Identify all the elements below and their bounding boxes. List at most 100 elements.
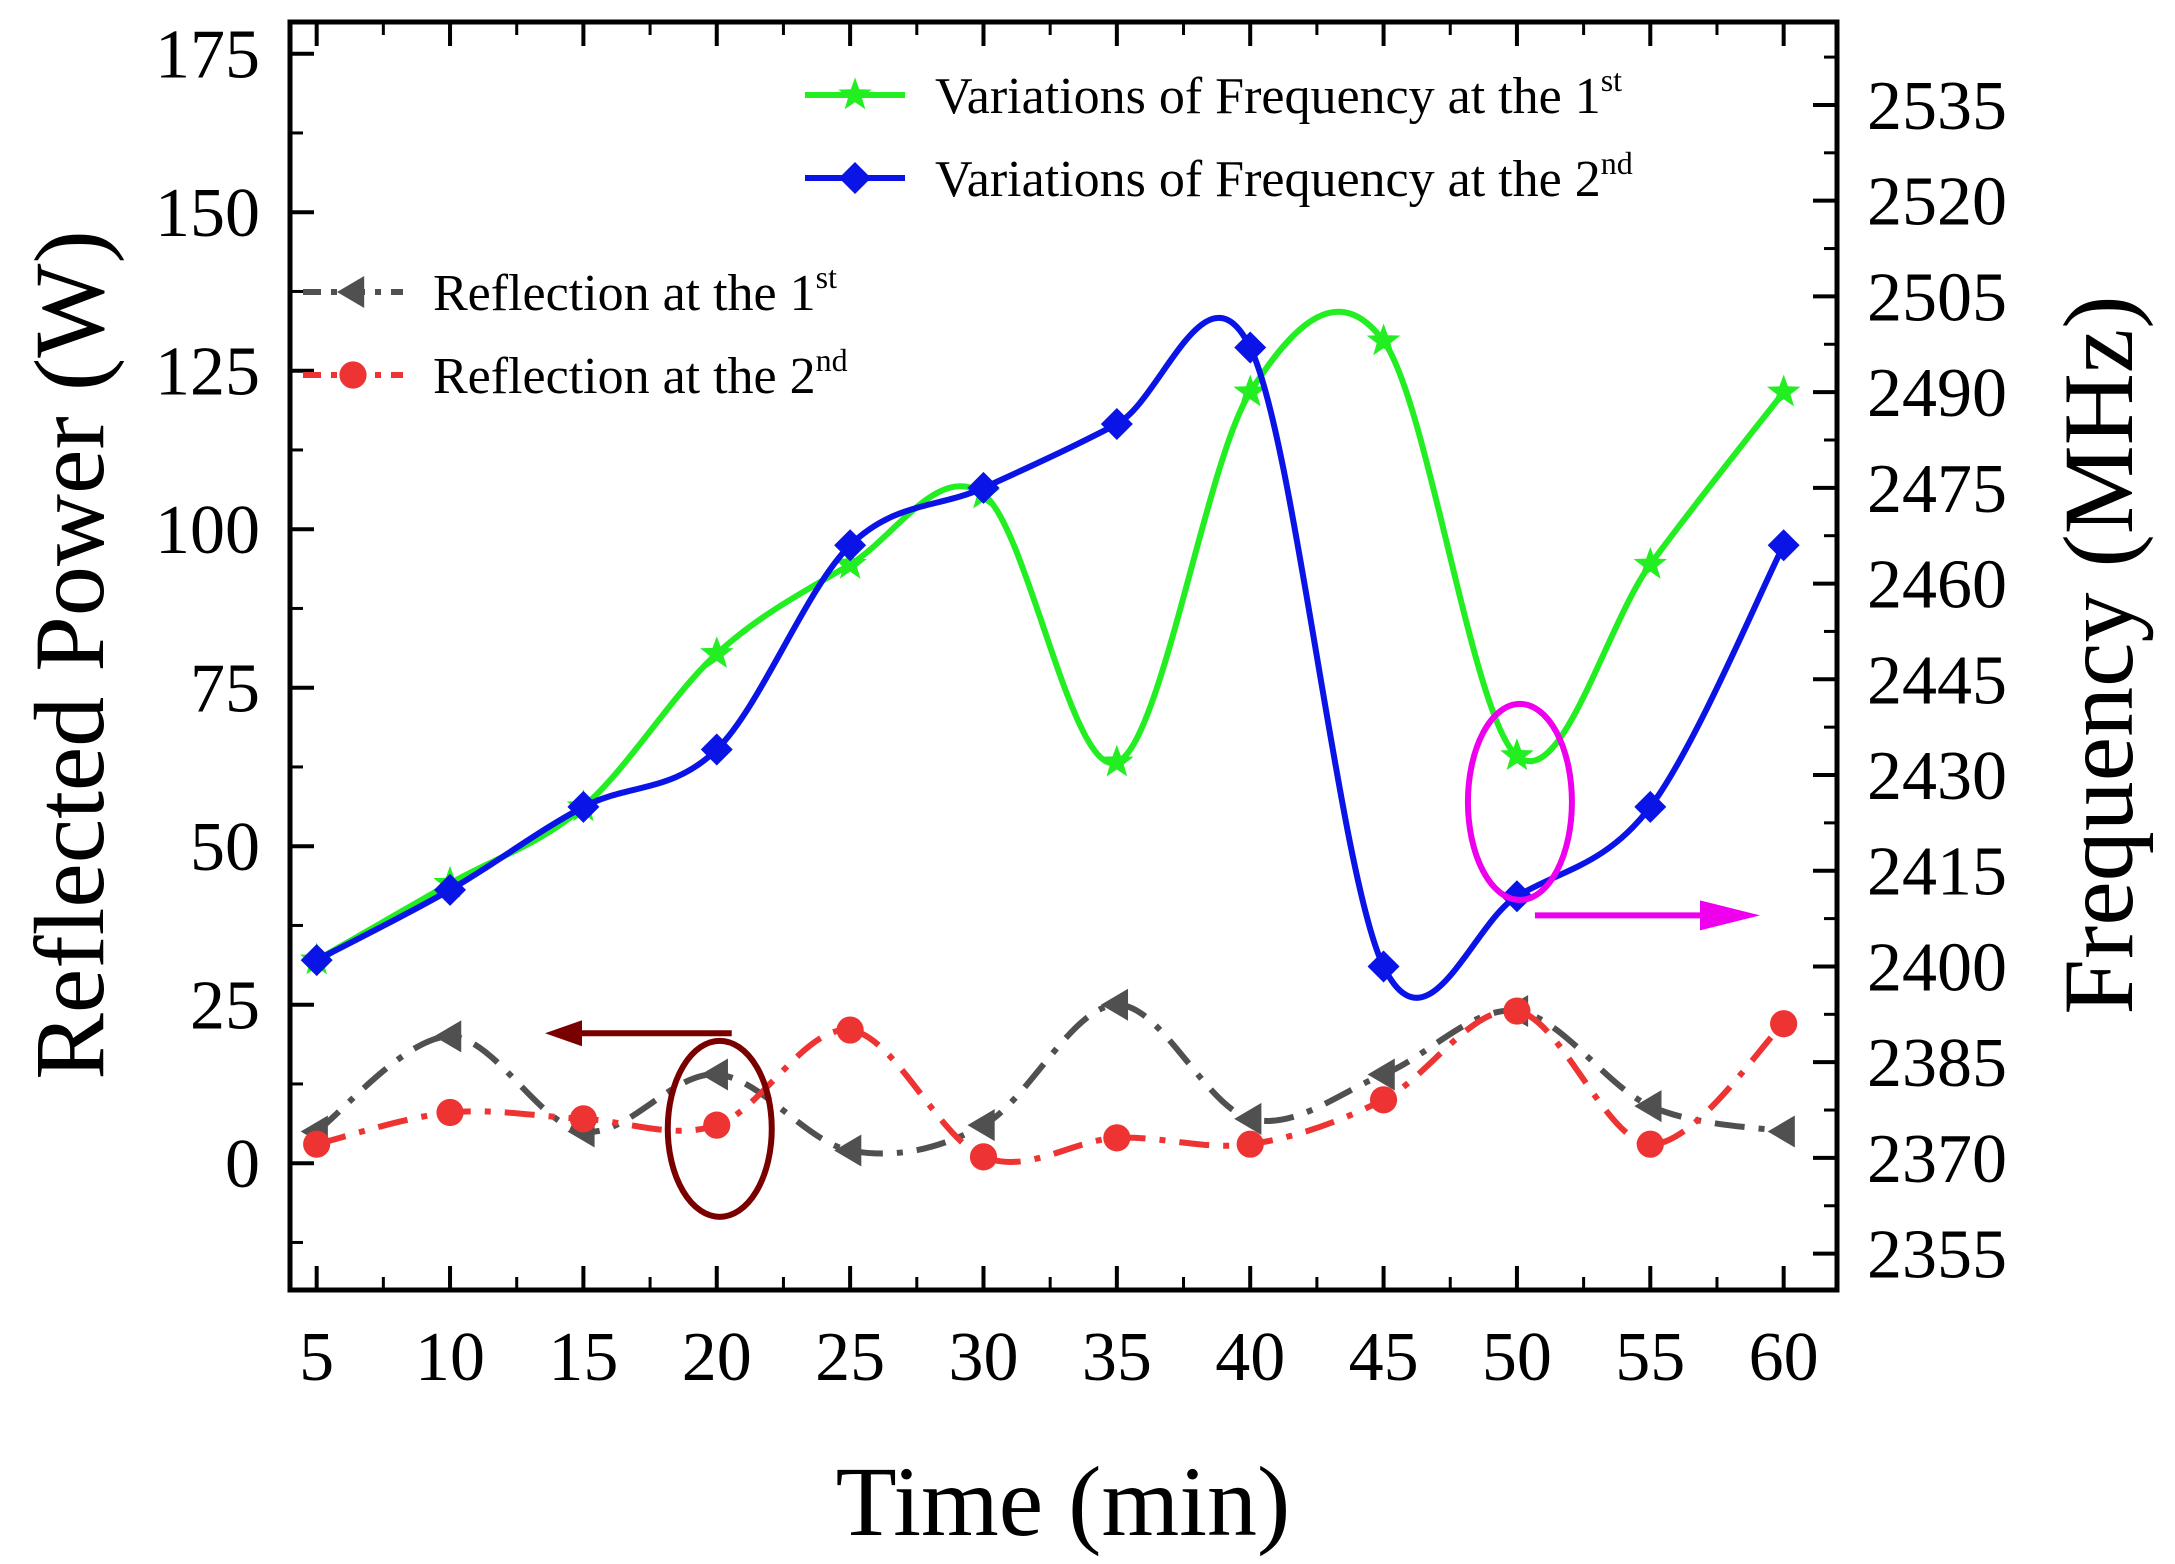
data-point bbox=[569, 1105, 597, 1133]
x-tick-label: 10 bbox=[415, 1319, 485, 1396]
data-point bbox=[1636, 1130, 1664, 1158]
data-point bbox=[1103, 1124, 1131, 1152]
legend: Variations of Frequency at the 1st Variat… bbox=[303, 62, 1633, 405]
data-point bbox=[1633, 546, 1667, 579]
annotation-arrow-head bbox=[1700, 900, 1760, 931]
data-point bbox=[1366, 323, 1401, 356]
x-tick-label: 60 bbox=[1749, 1319, 1819, 1396]
y-right-tick-label: 2430 bbox=[1867, 738, 2007, 815]
legend-marker bbox=[838, 77, 872, 110]
data-point bbox=[567, 790, 600, 823]
data-point bbox=[834, 529, 867, 562]
x-tick-label: 15 bbox=[548, 1319, 618, 1396]
data-point bbox=[1100, 408, 1133, 441]
y-left-tick-label: 175 bbox=[155, 17, 260, 94]
x-tick-label: 50 bbox=[1482, 1319, 1552, 1396]
x-tick-label: 45 bbox=[1349, 1319, 1419, 1396]
x-tick-label: 25 bbox=[815, 1319, 885, 1396]
data-point bbox=[836, 1016, 864, 1044]
data-point bbox=[1234, 331, 1267, 364]
y-left-tick-label: 25 bbox=[190, 968, 260, 1045]
legend-label-superscript: nd bbox=[816, 342, 848, 378]
annotation-arrow-head bbox=[545, 1020, 582, 1047]
legend-label-superscript: nd bbox=[1601, 145, 1633, 181]
legend-label-superscript: st bbox=[816, 259, 837, 295]
y-right-tick-label: 2400 bbox=[1867, 929, 2007, 1006]
data-point bbox=[1236, 1130, 1264, 1158]
data-point bbox=[703, 1111, 731, 1139]
plot-frame bbox=[287, 19, 1840, 1293]
y-right-tick-label: 2370 bbox=[1867, 1121, 2007, 1198]
legend-label-superscript: st bbox=[1601, 62, 1622, 98]
data-point bbox=[700, 733, 733, 766]
x-tick-label: 20 bbox=[682, 1319, 752, 1396]
series-line bbox=[314, 1001, 1785, 1157]
x-tick-label: 5 bbox=[299, 1319, 334, 1396]
y-right-tick-label: 2385 bbox=[1867, 1025, 2007, 1102]
data-point bbox=[1234, 1102, 1262, 1135]
data-point bbox=[1100, 744, 1134, 777]
y-left-tick-label: 50 bbox=[190, 809, 260, 886]
legend-marker bbox=[339, 361, 367, 389]
y-left-tick-label: 100 bbox=[155, 492, 260, 569]
legend-label: Reflection at the 2nd bbox=[433, 342, 848, 405]
y-left-tick-label: 125 bbox=[155, 334, 260, 411]
legend-item: Variations of Frequency at the 2nd bbox=[805, 145, 1633, 208]
legend-item: Reflection at the 2nd bbox=[303, 342, 848, 405]
data-point bbox=[1503, 997, 1531, 1025]
y-right-tick-label: 2460 bbox=[1867, 547, 2007, 624]
y-right-tick-label: 2475 bbox=[1867, 451, 2007, 528]
series-line bbox=[315, 314, 1787, 1001]
data-point bbox=[700, 1058, 728, 1091]
data-point bbox=[1233, 374, 1267, 407]
legend-label: Variations of Frequency at the 1st bbox=[935, 62, 1622, 125]
x-tick-label: 55 bbox=[1615, 1319, 1685, 1396]
x-tick-label: 35 bbox=[1082, 1319, 1152, 1396]
x-tick-label: 30 bbox=[948, 1319, 1018, 1396]
data-point bbox=[1500, 880, 1533, 913]
data-point bbox=[1369, 1086, 1398, 1114]
data-point bbox=[967, 471, 1000, 504]
y-right-tick-label: 2355 bbox=[1867, 1217, 2007, 1294]
data-point bbox=[1500, 738, 1534, 771]
data-point bbox=[1367, 950, 1400, 983]
data-point bbox=[1634, 1090, 1662, 1123]
annotation-ellipse bbox=[1464, 700, 1575, 903]
data-point bbox=[1767, 529, 1800, 562]
data-point bbox=[300, 944, 333, 977]
y-left-axis-title: Reflected Power (W) bbox=[14, 230, 125, 1080]
data-point bbox=[1767, 1115, 1795, 1148]
data-point bbox=[1770, 1010, 1798, 1038]
data-point bbox=[834, 1134, 862, 1167]
y-right-tick-label: 2520 bbox=[1867, 164, 2007, 241]
annotation-layer bbox=[545, 700, 1760, 1220]
y-right-tick-label: 2445 bbox=[1867, 642, 2007, 719]
legend-item: Variations of Frequency at the 1st bbox=[805, 62, 1622, 125]
axes: 5 10 15 20 25 30 35 40 45 50 55 60 0 25 50 75 100 125 150 1… bbox=[155, 17, 2007, 1396]
data-point bbox=[1100, 988, 1129, 1021]
y-left-tick-label: 0 bbox=[225, 1126, 260, 1203]
series-layer bbox=[299, 308, 1801, 1171]
x-tick-label: 40 bbox=[1215, 1319, 1285, 1396]
data-point bbox=[303, 1130, 331, 1158]
data-point bbox=[436, 1098, 464, 1127]
data-point bbox=[700, 636, 734, 668]
data-point bbox=[1634, 790, 1667, 823]
legend-label: Reflection at the 1st bbox=[433, 259, 837, 322]
legend-marker bbox=[337, 276, 365, 308]
y-left-tick-label: 150 bbox=[155, 175, 260, 252]
data-point bbox=[967, 1109, 995, 1142]
data-point bbox=[434, 873, 467, 906]
data-point bbox=[833, 546, 867, 579]
data-point bbox=[969, 1143, 998, 1171]
data-point bbox=[434, 1020, 462, 1053]
data-point bbox=[1766, 374, 1801, 407]
y-right-tick-label: 2415 bbox=[1867, 834, 2007, 911]
y-right-axis-title: Frequency (MHz) bbox=[2043, 295, 2154, 1014]
y-right-tick-label: 2490 bbox=[1867, 355, 2007, 432]
annotation-ellipse bbox=[664, 1037, 775, 1220]
y-right-tick-label: 2505 bbox=[1867, 259, 2007, 336]
legend-item: Reflection at the 1st bbox=[303, 259, 837, 322]
data-point bbox=[1367, 1058, 1395, 1091]
